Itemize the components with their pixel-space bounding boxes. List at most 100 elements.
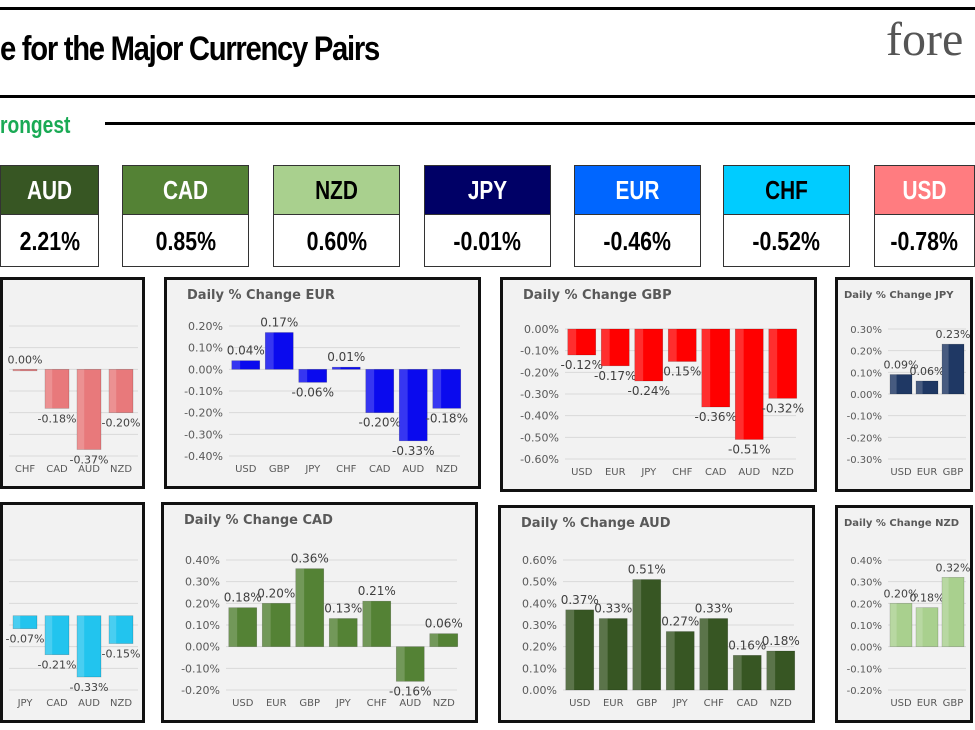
- bar-highlight: [701, 329, 711, 407]
- bar-highlight: [13, 369, 21, 371]
- x-tick-label: GBP: [636, 698, 657, 709]
- bar-jpy: [665, 631, 695, 691]
- x-tick-label: NZD: [110, 464, 132, 475]
- x-tick-label: NZD: [770, 698, 792, 709]
- y-tick-label: 0.30%: [850, 578, 882, 589]
- top-rule: [0, 7, 975, 10]
- bar-highlight: [109, 615, 117, 644]
- data-label: -0.18%: [38, 412, 77, 425]
- data-label: -0.17%: [594, 369, 636, 383]
- currency-label: CHF: [765, 174, 808, 205]
- bar-gbp: [632, 579, 662, 691]
- data-label: 0.04%: [227, 344, 265, 358]
- bar-gbp: [941, 343, 965, 395]
- bar-chart: 0.00% -0.10% -0.20% -0.30% -0.40% -0.50% -0.60…: [520, 323, 804, 478]
- x-tick-label: AUD: [78, 698, 100, 709]
- bar-highlight: [634, 329, 644, 381]
- data-label: -0.07%: [6, 633, 45, 646]
- data-label: 0.16%: [728, 638, 766, 652]
- bar-cad: [701, 328, 731, 408]
- x-tick-label: EUR: [605, 467, 626, 478]
- bar-nzd: [108, 615, 134, 644]
- bar-highlight: [942, 577, 949, 647]
- y-tick-label: 0.10%: [850, 621, 882, 632]
- data-label: -0.16%: [389, 684, 431, 698]
- bar-gbp: [295, 568, 325, 647]
- bar-usd: [889, 603, 913, 647]
- y-tick-label: -0.10%: [181, 662, 220, 675]
- x-tick-label: NZD: [433, 698, 455, 709]
- bar-highlight: [565, 609, 575, 690]
- bar-highlight: [265, 332, 274, 370]
- bar-chart: 0.00% CHF -0.18% CAD-0.37%AUD -0.20% NZD: [8, 325, 140, 475]
- change-value: -0.52%: [752, 225, 821, 256]
- bar-highlight: [890, 603, 897, 647]
- y-tick-label: 0.00%: [185, 641, 220, 654]
- data-label: 0.36%: [291, 552, 329, 566]
- header-rule: [0, 95, 975, 98]
- x-tick-label: EUR: [917, 698, 938, 709]
- bar-highlight: [666, 631, 675, 690]
- bar-highlight: [77, 369, 85, 450]
- x-tick-label: USD: [235, 464, 257, 475]
- y-tick-label: 0.40%: [185, 554, 220, 567]
- chart-panel: Daily % Change CAD 0.40% 0.30% 0.20% 0.10% 0.…: [161, 502, 478, 723]
- x-tick-label: CHF: [704, 698, 725, 709]
- bar-highlight: [228, 607, 238, 647]
- y-tick-label: 0.40%: [850, 556, 882, 567]
- y-tick-label: 0.00%: [188, 363, 223, 376]
- x-tick-label: CAD: [46, 464, 68, 475]
- bar-eur: [915, 380, 939, 395]
- bar-cad: [44, 369, 70, 409]
- currency-label: EUR: [615, 174, 660, 205]
- bar-highlight: [262, 603, 271, 647]
- bar-highlight: [768, 329, 778, 399]
- y-tick-label: 0.60%: [522, 554, 557, 567]
- bar-chf: [362, 600, 392, 647]
- chart-panel: 0.00% CHF -0.18% CAD -0.37% AUD -0.20% NZD: [0, 277, 145, 489]
- data-label: 0.32%: [936, 561, 970, 574]
- data-label: -0.06%: [292, 385, 334, 399]
- y-tick-label: 0.00%: [524, 323, 559, 336]
- data-label: -0.33%: [70, 681, 109, 694]
- bar-highlight: [362, 601, 372, 647]
- data-label: 0.18%: [910, 592, 945, 605]
- bar-usd: [889, 374, 913, 395]
- data-label: 0.33%: [695, 602, 733, 616]
- x-tick-label: GBP: [299, 698, 320, 709]
- x-tick-label: EUR: [603, 698, 624, 709]
- bar-aud: [76, 369, 102, 450]
- bar-chf: [699, 618, 729, 691]
- y-tick-label: 0.30%: [850, 325, 882, 336]
- strength-box-aud: AUD 2.21%: [0, 165, 99, 267]
- x-tick-label: GBP: [269, 464, 290, 475]
- bar-nzd: [429, 633, 459, 647]
- y-tick-label: -0.10%: [847, 664, 882, 675]
- bar-eur: [598, 618, 628, 691]
- data-label: 0.17%: [260, 316, 298, 330]
- bar-gbp: [264, 332, 294, 370]
- x-tick-label: USD: [890, 698, 912, 709]
- x-tick-label: JPY: [335, 698, 352, 709]
- data-label: -0.21%: [38, 659, 77, 672]
- data-label: 0.00%: [8, 353, 43, 366]
- data-label: -0.12%: [561, 358, 603, 372]
- bar-cad: [365, 369, 395, 413]
- data-label: 0.06%: [910, 365, 945, 378]
- chart-title: Daily % Change JPY: [844, 290, 954, 301]
- bar-usd: [565, 609, 595, 691]
- bar-chf: [331, 366, 361, 370]
- strength-box-cad: CAD 0.85%: [122, 165, 249, 267]
- y-tick-label: -0.10%: [520, 345, 559, 358]
- x-tick-label: AUD: [402, 464, 424, 475]
- bar-aud: [398, 369, 428, 442]
- bar-highlight: [295, 568, 305, 647]
- y-tick-label: 0.30%: [185, 576, 220, 589]
- forexlive-logo: fore: [886, 13, 964, 66]
- y-tick-label: 0.20%: [522, 641, 557, 654]
- y-tick-label: -0.30%: [847, 455, 882, 466]
- strongest-label: rongest: [0, 112, 71, 139]
- data-label: -0.15%: [102, 648, 141, 661]
- change-value: 2.21%: [19, 225, 80, 256]
- bar-nzd: [108, 369, 134, 413]
